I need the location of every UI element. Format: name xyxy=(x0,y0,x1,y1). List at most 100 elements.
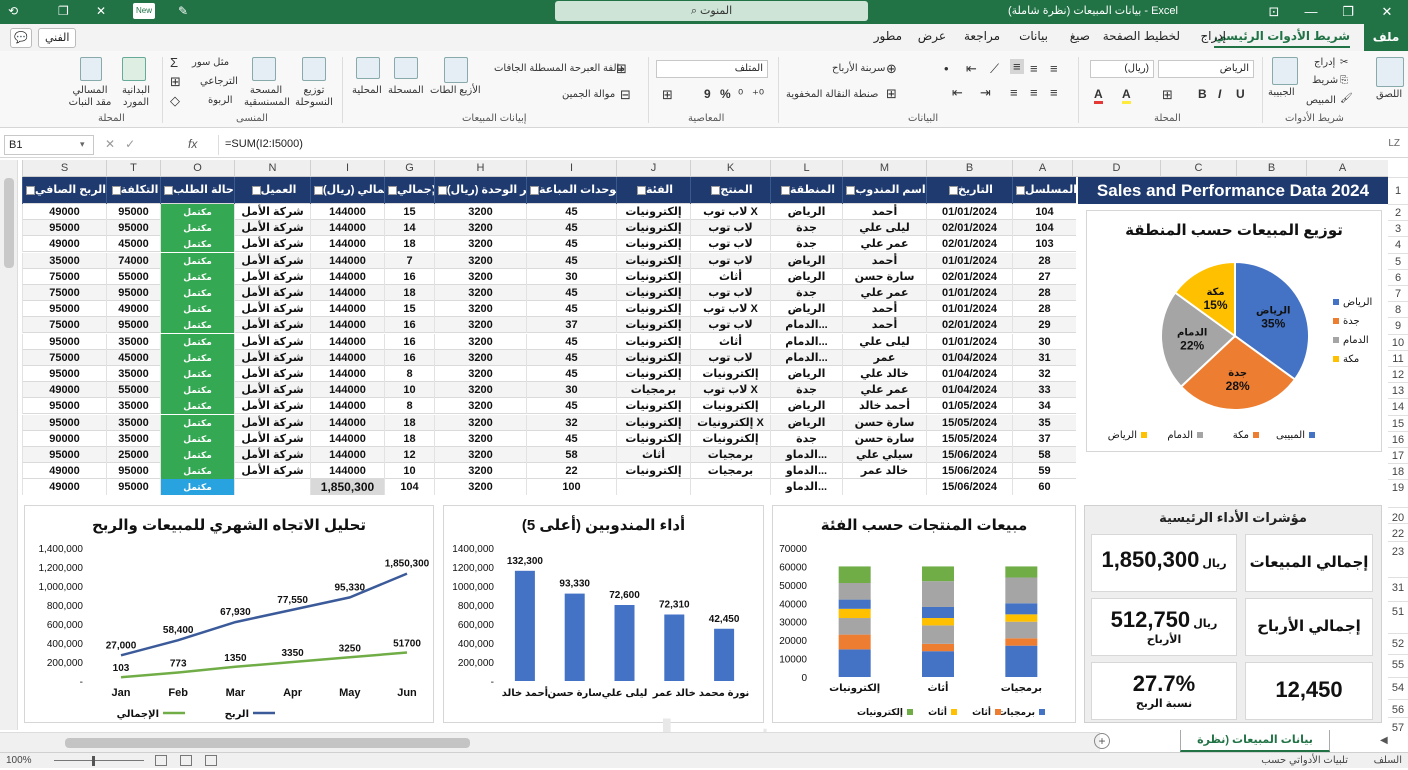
page-layout-icon[interactable] xyxy=(180,755,192,766)
conditional-icon[interactable]: ⊞ xyxy=(616,61,627,76)
table-cell[interactable]: جدة xyxy=(770,430,842,447)
bold-button[interactable]: B xyxy=(1198,87,1207,101)
row-header[interactable]: 2 xyxy=(1388,204,1408,220)
table-cell[interactable]: 49000 xyxy=(22,382,106,399)
clear-button[interactable]: الربوة xyxy=(208,95,233,106)
row-header[interactable]: 54 xyxy=(1388,677,1408,697)
table-cell[interactable]: 22 xyxy=(526,463,616,480)
status-badge[interactable]: مكتمل xyxy=(160,447,234,463)
bar-chart-panel[interactable]: أداء المندوبين (أعلى 5) - 200,000 400,000 6… xyxy=(443,505,764,723)
table-cell[interactable]: عمر علي xyxy=(842,236,926,253)
table-cell[interactable]: 18 xyxy=(384,414,434,431)
status-badge[interactable]: مكتمل xyxy=(160,366,234,382)
column-header[interactable]: T xyxy=(106,160,160,177)
column-header[interactable]: H xyxy=(434,160,526,177)
column-header-cell[interactable]: التاريخ xyxy=(926,177,1012,204)
table-cell[interactable]: 75000 xyxy=(22,317,106,334)
table-cell[interactable]: لاب توب X xyxy=(690,382,770,399)
table-cell[interactable]: الدمام... xyxy=(770,317,842,334)
table-cell[interactable]: جدة xyxy=(770,220,842,237)
column-header-cell[interactable]: الإجمالي (ريال) xyxy=(310,177,384,204)
table-cell[interactable]: 30 xyxy=(526,268,616,285)
table-cell[interactable]: 45 xyxy=(526,285,616,301)
table-cell[interactable]: شركة الأمل xyxy=(234,333,310,350)
table-cell[interactable]: شركة الأمل xyxy=(234,366,310,382)
align-middle-icon[interactable]: ≡ xyxy=(1030,61,1038,76)
row-header[interactable]: 20 xyxy=(1388,507,1408,527)
table-cell[interactable]: 28 xyxy=(1012,301,1076,318)
tab-formulas[interactable]: صيغ xyxy=(1069,29,1090,43)
number-format-select[interactable]: المتلف xyxy=(656,60,768,78)
row-header[interactable]: 6 xyxy=(1388,268,1408,285)
status-badge[interactable]: مكتمل xyxy=(160,349,234,366)
table-cell[interactable]: 95000 xyxy=(106,317,160,334)
filter-dropdown-icon[interactable] xyxy=(26,185,35,195)
row-header[interactable]: 31 xyxy=(1388,577,1408,597)
table-cell[interactable]: 95000 xyxy=(22,220,106,237)
copy-button[interactable]: شريط xyxy=(1312,75,1339,86)
table-cell[interactable]: 33 xyxy=(1012,382,1076,399)
row-header[interactable]: 16 xyxy=(1388,430,1408,447)
filter-dropdown-icon[interactable] xyxy=(388,185,397,195)
table-cell[interactable]: برمجيات xyxy=(690,447,770,463)
find-select-icon[interactable] xyxy=(80,57,102,81)
decrease-indent-icon[interactable]: ⇥ xyxy=(980,85,991,100)
share-button[interactable]: الفني xyxy=(38,28,77,48)
table-cell[interactable]: 49000 xyxy=(22,463,106,480)
sum-icon[interactable]: Σ xyxy=(170,55,179,70)
column-header-cell[interactable]: حالة الطلب xyxy=(160,177,234,204)
table-cell[interactable]: إلكترونيات xyxy=(616,268,690,285)
table-cell[interactable]: لاب توب xyxy=(690,236,770,253)
row-header[interactable]: 22 xyxy=(1388,523,1408,543)
table-cell[interactable]: أحمد xyxy=(842,252,926,269)
table-cell[interactable]: عمر xyxy=(842,349,926,366)
table-cell[interactable]: شركة الأمل xyxy=(234,414,310,431)
currency-icon[interactable]: ⊞ xyxy=(662,87,673,102)
tab-home[interactable]: شريط الأدوات الرئيسي xyxy=(1214,29,1350,48)
cut-icon[interactable]: ✂ xyxy=(1340,57,1349,68)
table-cell[interactable]: 144000 xyxy=(310,268,384,285)
status-badge[interactable]: مكتمل xyxy=(160,204,234,220)
table-cell[interactable]: شركة الأمل xyxy=(234,220,310,237)
row-header[interactable]: 7 xyxy=(1388,285,1408,301)
status-badge[interactable]: مكتمل xyxy=(160,236,234,253)
table-cell[interactable]: شركة الأمل xyxy=(234,268,310,285)
table-cell[interactable]: 3200 xyxy=(434,301,526,318)
table-cell[interactable]: 45000 xyxy=(106,236,160,253)
column-header-cell[interactable]: الوحدات المباعة xyxy=(526,177,616,204)
table-cell[interactable]: 3200 xyxy=(434,366,526,382)
tab-review[interactable]: مراجعة xyxy=(963,29,1000,43)
percent-button[interactable]: % xyxy=(720,87,731,101)
table-cell[interactable]: 144000 xyxy=(310,398,384,415)
table-cell[interactable]: جدة xyxy=(770,236,842,253)
table-cell[interactable]: 144000 xyxy=(310,463,384,480)
table-cell[interactable]: 49000 xyxy=(22,236,106,253)
table-cell[interactable]: 12 xyxy=(384,447,434,463)
fill-icon[interactable]: ⊞ xyxy=(170,74,181,89)
table-cell[interactable]: 37 xyxy=(526,317,616,334)
status-badge[interactable]: مكتمل xyxy=(160,301,234,318)
table-cell[interactable]: جدة xyxy=(770,285,842,301)
decrease-decimal-icon[interactable]: ⁺⁰ xyxy=(752,87,765,102)
table-cell[interactable]: 144000 xyxy=(310,236,384,253)
table-cell[interactable] xyxy=(842,479,926,496)
column-header-cell[interactable]: العميل xyxy=(234,177,310,204)
row-header[interactable]: 5 xyxy=(1388,252,1408,269)
table-cell[interactable]: 16 xyxy=(384,349,434,366)
table-cell[interactable]: أحمد خالد xyxy=(842,398,926,415)
table-cell[interactable]: الرياض xyxy=(770,366,842,382)
table-cell[interactable]: 3200 xyxy=(434,414,526,431)
table-cell[interactable]: لاب توب X xyxy=(690,301,770,318)
row-header[interactable]: 1 xyxy=(1388,177,1408,204)
brush-icon[interactable]: 🖌 xyxy=(1340,93,1353,104)
table-cell[interactable]: 27 xyxy=(1012,268,1076,285)
column-header-cell[interactable]: المسلسل xyxy=(1012,177,1076,204)
table-cell[interactable]: 144000 xyxy=(310,301,384,318)
row-header[interactable]: 18 xyxy=(1388,463,1408,479)
column-header[interactable]: J xyxy=(616,160,690,177)
table-cell[interactable]: 144000 xyxy=(310,414,384,431)
italic-button[interactable]: I xyxy=(1218,87,1222,101)
close-file-icon[interactable]: ✕ xyxy=(96,4,107,18)
table-cell[interactable]: 55000 xyxy=(106,268,160,285)
column-header-cell[interactable]: الفئة xyxy=(616,177,690,204)
